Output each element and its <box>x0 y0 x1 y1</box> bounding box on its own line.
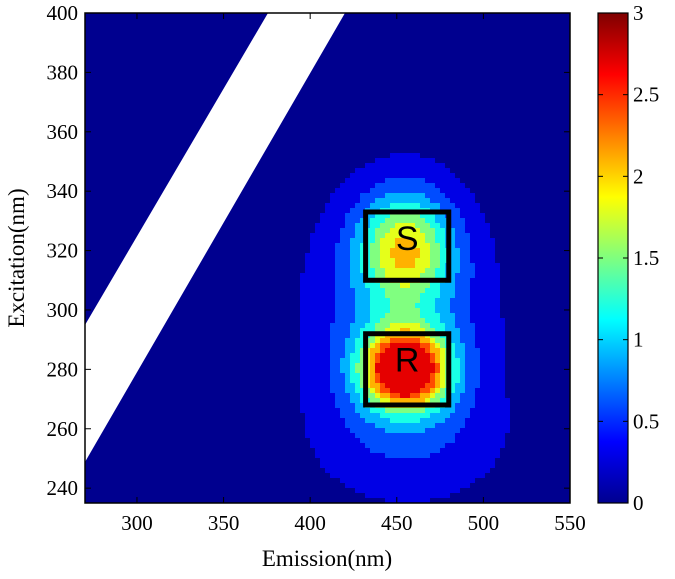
y-axis-ticks: 240 260 280 300 320 340 360 380 400 <box>47 1 570 500</box>
x-tick-label: 450 <box>381 511 413 535</box>
colorbar-tick-label: 1 <box>633 328 644 352</box>
x-tick-label: 550 <box>554 511 586 535</box>
x-tick-label: 500 <box>468 511 500 535</box>
x-tick-label: 400 <box>294 511 326 535</box>
colorbar-tick-label: 0.5 <box>633 409 659 433</box>
annotation-box-r <box>363 331 452 408</box>
annotation-boxes: SR <box>363 209 452 408</box>
y-axis-title: Excitation(nm) <box>4 188 29 327</box>
x-axis-title: Emission(nm) <box>262 546 392 571</box>
y-tick-label: 400 <box>47 1 79 25</box>
contour-fill <box>375 343 435 398</box>
x-tick-label: 300 <box>121 511 153 535</box>
colorbar-tick-label: 0 <box>633 491 644 515</box>
contour-layer <box>300 153 510 503</box>
colorbar-tick-label: 3 <box>633 1 644 25</box>
colorbar-ticks: 0 0.5 1 1.5 2 2.5 3 <box>598 1 659 515</box>
colorbar-tick-label: 2.5 <box>633 83 659 107</box>
masked-scatter-band <box>85 13 345 462</box>
colorbar-tick-label: 1.5 <box>633 246 659 270</box>
x-axis-ticks: 300 350 400 450 500 550 <box>121 13 586 535</box>
y-tick-label: 340 <box>47 179 79 203</box>
annotation-label-r: R <box>395 342 420 380</box>
y-tick-label: 240 <box>47 476 79 500</box>
annotation-label-s: S <box>396 220 419 258</box>
y-tick-label: 320 <box>47 239 79 263</box>
y-tick-label: 260 <box>47 417 79 441</box>
plot-area <box>85 13 570 503</box>
y-tick-label: 300 <box>47 298 79 322</box>
y-tick-label: 380 <box>47 60 79 84</box>
plot-frame <box>84 12 571 504</box>
y-tick-label: 280 <box>47 357 79 381</box>
masked-band <box>85 13 345 462</box>
annotation-box-s <box>363 209 452 283</box>
contour-level-9 <box>375 343 435 398</box>
x-tick-label: 350 <box>208 511 240 535</box>
colorbar-tick-label: 2 <box>633 164 644 188</box>
y-tick-label: 360 <box>47 120 79 144</box>
